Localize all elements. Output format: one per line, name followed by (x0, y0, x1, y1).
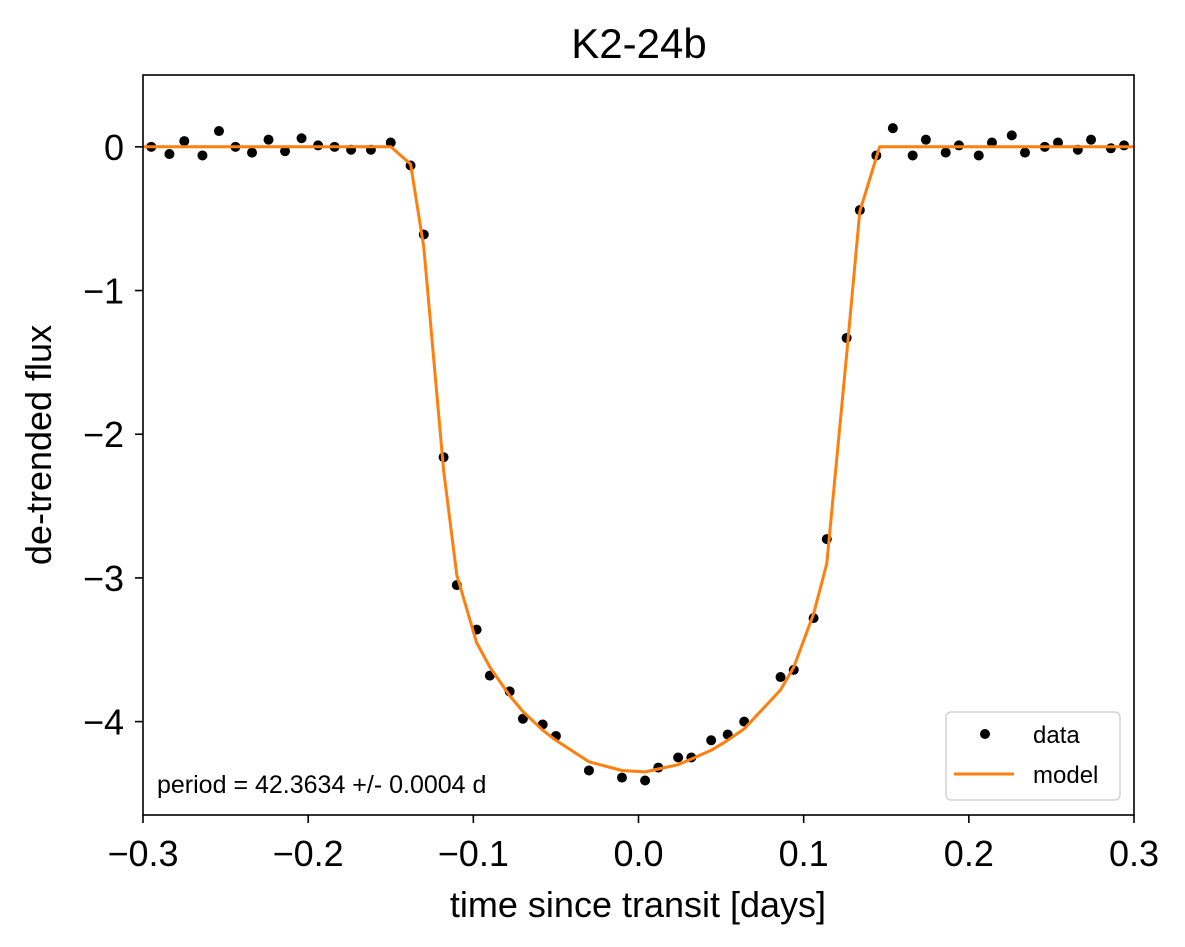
data-point (907, 150, 918, 161)
data-point (1086, 134, 1097, 145)
data-point (164, 149, 175, 160)
data-point (887, 123, 898, 134)
data-point (920, 134, 931, 145)
data-point (583, 765, 594, 776)
x-axis: −0.3 −0.2 −0.1 0.0 0.1 0.2 0.3 (107, 815, 1159, 874)
data-point (247, 147, 258, 158)
legend-model-label: model (1033, 762, 1098, 789)
data-point (973, 150, 984, 161)
data-point (1006, 130, 1017, 141)
x-tick-label: 0.2 (944, 833, 994, 874)
data-point (673, 752, 684, 763)
model-line (143, 145, 1134, 774)
data-point (197, 150, 208, 161)
x-tick-label: −0.2 (273, 833, 344, 874)
data-point (517, 713, 528, 724)
period-annotation: period = 42.3634 +/- 0.0004 d (157, 771, 486, 799)
x-axis-label: time since transit [days] (450, 884, 826, 925)
data-point (986, 137, 997, 148)
data-point (706, 735, 717, 746)
x-tick-label: −0.3 (107, 833, 178, 874)
legend: data model (945, 711, 1121, 801)
data-point (1019, 147, 1030, 158)
y-axis-label: de-trended flux (18, 325, 59, 565)
data-point (263, 134, 274, 145)
data-point (640, 775, 651, 786)
data-point (385, 137, 396, 148)
legend-data-marker (980, 729, 990, 739)
legend-data-label: data (1033, 722, 1080, 749)
data-point (940, 147, 951, 158)
plot-area (143, 123, 1134, 786)
x-tick-label: 0.1 (779, 833, 829, 874)
y-tick-label: −2 (83, 414, 124, 455)
y-tick-label: −4 (83, 702, 124, 743)
x-tick-label: −0.1 (438, 833, 509, 874)
y-tick-label: −1 (83, 271, 124, 312)
x-tick-label: 0.0 (613, 833, 663, 874)
chart-title: K2-24b (571, 20, 706, 67)
y-tick-label: −3 (83, 558, 124, 599)
data-point (213, 126, 224, 137)
data-point (280, 146, 291, 157)
data-point (179, 136, 190, 147)
x-tick-label: 0.3 (1109, 833, 1159, 874)
data-point (1053, 137, 1064, 148)
data-point (296, 133, 307, 144)
data-point (775, 672, 786, 683)
y-axis: 0 −1 −2 −3 −4 (83, 127, 143, 743)
y-tick-label: 0 (104, 127, 124, 168)
data-point (616, 772, 627, 783)
